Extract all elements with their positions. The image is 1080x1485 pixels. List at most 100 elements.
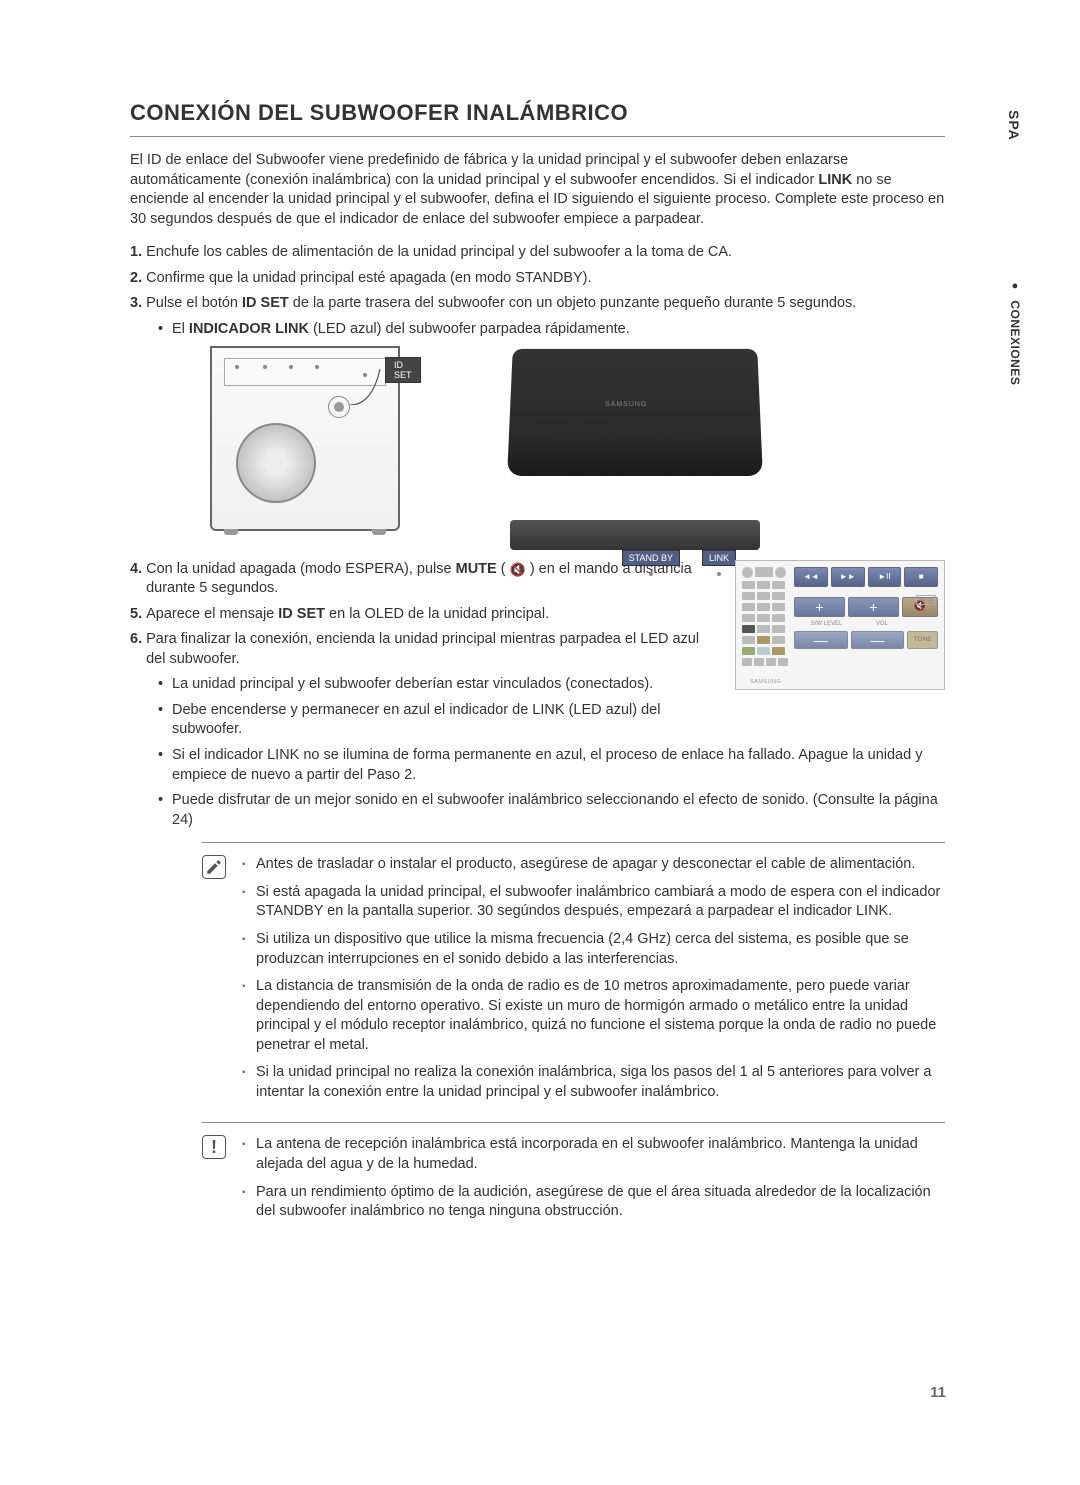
- note1-2: Si está apagada la unidad principal, el …: [242, 883, 945, 922]
- remote-vol-minus: —: [851, 631, 905, 649]
- step3-p2: de la parte trasera del subwoofer con un…: [289, 295, 857, 311]
- s5-bold: ID SET: [278, 606, 325, 622]
- s6-sub1: La unidad principal y el subwoofer deber…: [158, 675, 705, 695]
- second-block: 4. Con la unidad apagada (modo ESPERA), …: [130, 560, 945, 747]
- diagram-row: ID SET SAMSUNG STAND BY LINK: [210, 346, 945, 546]
- notes-section: Antes de trasladar o instalar el product…: [130, 842, 945, 1229]
- idset-callout-label: ID SET: [385, 357, 421, 383]
- side-tab-section-text: CONEXIONES: [1008, 300, 1022, 385]
- remote-diagram: ◄◄ ►► ►II ■ MUTE + + 🔇 S/W LEVEL VOL: [735, 560, 945, 690]
- subwoofer-diagram: ID SET: [210, 346, 410, 546]
- step-3: 3. Pulse el botón ID SET de la parte tra…: [130, 294, 945, 314]
- step6-sublist-cont: Si el indicador LINK no se ilumina de fo…: [158, 746, 945, 830]
- side-tab-lang: SPA: [1006, 110, 1022, 141]
- step-text-2: Confirme que la unidad principal esté ap…: [146, 269, 945, 289]
- intro-paragraph: El ID de enlace del Subwoofer viene pred…: [130, 151, 945, 229]
- step3s-p1: El: [172, 321, 189, 337]
- step-text-3: Pulse el botón ID SET de la parte traser…: [146, 294, 945, 314]
- remote-vol-label: VOL: [876, 621, 888, 627]
- step-text-5: Aparece el mensaje ID SET en la OLED de …: [146, 605, 705, 625]
- note1-4: La distancia de transmisión de la onda d…: [242, 977, 945, 1055]
- note2-2: Para un rendimiento óptimo de la audició…: [242, 1183, 945, 1222]
- standby-label-box: STAND BY: [622, 548, 680, 576]
- remote-swlevel-minus: —: [794, 631, 848, 649]
- idset-button-graphic: [328, 396, 350, 418]
- step3-sublist: El INDICADOR LINK (LED azul) del subwoof…: [158, 320, 945, 340]
- step3-bold: ID SET: [242, 295, 289, 311]
- s4-bold: MUTE: [456, 561, 497, 577]
- step-num-6: 6.: [130, 630, 142, 669]
- remote-bot-row: — — TONE: [794, 631, 938, 649]
- step3-sub: El INDICADOR LINK (LED azul) del subwoof…: [158, 320, 945, 340]
- section-title: CONEXIÓN DEL SUBWOOFER INALÁMBRICO: [130, 100, 945, 126]
- note1-1: Antes de trasladar o instalar el product…: [242, 855, 945, 875]
- remote-mid-labels: S/W LEVEL VOL: [794, 621, 938, 627]
- step-4: 4. Con la unidad apagada (modo ESPERA), …: [130, 560, 705, 599]
- step-2: 2. Confirme que la unidad principal esté…: [130, 269, 945, 289]
- step-num-3: 3.: [130, 294, 142, 314]
- step-text-6: Para finalizar la conexión, encienda la …: [146, 630, 705, 669]
- caution-icon: !: [202, 1135, 226, 1159]
- steps-b-container: 4. Con la unidad apagada (modo ESPERA), …: [130, 560, 705, 747]
- step-6: 6. Para finalizar la conexión, encienda …: [130, 630, 705, 669]
- remote-left-grid: [742, 567, 788, 685]
- link-label: LINK: [702, 550, 736, 566]
- step6-sublist: La unidad principal y el subwoofer deber…: [158, 675, 705, 740]
- remote-brand: SAMSUNG: [750, 679, 781, 685]
- remote-mute-small: MUTE: [916, 595, 936, 605]
- s5-p2: en la OLED de la unidad principal.: [325, 606, 549, 622]
- standby-label: STAND BY: [622, 550, 680, 566]
- intro-bold-link: LINK: [818, 172, 852, 188]
- side-tab-section: CONEXIONES: [1008, 280, 1022, 385]
- note2-1: La antena de recepción inalámbrica está …: [242, 1135, 945, 1174]
- remote-vol-plus: +: [848, 597, 899, 617]
- note-block-1: Antes de trasladar o instalar el product…: [202, 842, 945, 1110]
- subwoofer-driver: [236, 423, 316, 503]
- page-content: CONEXIÓN DEL SUBWOOFER INALÁMBRICO El ID…: [0, 0, 1080, 1270]
- page-number: 11: [930, 1384, 946, 1401]
- exclamation-icon: !: [211, 1137, 217, 1158]
- step-num-5: 5.: [130, 605, 142, 625]
- steps-list-b: 4. Con la unidad apagada (modo ESPERA), …: [130, 560, 705, 670]
- main-unit-body: SAMSUNG: [507, 348, 763, 475]
- step3-p1: Pulse el botón: [146, 295, 242, 311]
- remote-next-btn: ►►: [831, 567, 865, 587]
- remote-tone-btn: TONE: [907, 631, 938, 649]
- remote-play-btn: ►II: [868, 567, 902, 587]
- s6-sub4: Puede disfrutar de un mejor sonido en el…: [158, 791, 945, 830]
- step-num-4: 4.: [130, 560, 142, 599]
- mute-icon: 🔇: [510, 561, 526, 579]
- pencil-icon: [202, 855, 226, 879]
- remote-swlevel-label: S/W LEVEL: [811, 621, 843, 627]
- s4-p1: Con la unidad apagada (modo ESPERA), pul…: [146, 561, 456, 577]
- remote-top-row: ◄◄ ►► ►II ■: [794, 567, 938, 587]
- s4-p2: (: [497, 561, 510, 577]
- note-list-2: La antena de recepción inalámbrica está …: [242, 1135, 945, 1229]
- callout-line: [350, 369, 390, 405]
- note1-3: Si utiliza un dispositivo que utilice la…: [242, 930, 945, 969]
- step-num-2: 2.: [130, 269, 142, 289]
- remote-stop-btn: ■: [904, 567, 938, 587]
- step-1: 1. Enchufe los cables de alimentación de…: [130, 243, 945, 263]
- note1-5: Si la unidad principal no realiza la con…: [242, 1063, 945, 1102]
- main-unit-brand: SAMSUNG: [605, 401, 647, 408]
- step3s-p2: (LED azul) del subwoofer parpadea rápida…: [309, 321, 630, 337]
- s6-sub2: Debe encenderse y permanecer en azul el …: [158, 701, 705, 740]
- step3s-bold: INDICADOR LINK: [189, 321, 309, 337]
- step-5: 5. Aparece el mensaje ID SET en la OLED …: [130, 605, 705, 625]
- s6-sub3: Si el indicador LINK no se ilumina de fo…: [158, 746, 945, 785]
- remote-swlevel-plus: +: [794, 597, 845, 617]
- step-num-1: 1.: [130, 243, 142, 263]
- link-label-box: LINK: [702, 548, 736, 576]
- title-underline: [130, 136, 945, 137]
- note-list-1: Antes de trasladar o instalar el product…: [242, 855, 945, 1110]
- main-unit-front: [510, 520, 760, 550]
- steps-list-a: 1. Enchufe los cables de alimentación de…: [130, 243, 945, 314]
- remote-prev-btn: ◄◄: [794, 567, 828, 587]
- s5-p1: Aparece el mensaje: [146, 606, 278, 622]
- remote-right-panel: ◄◄ ►► ►II ■ MUTE + + 🔇 S/W LEVEL VOL: [794, 567, 938, 649]
- intro-text-1: El ID de enlace del Subwoofer viene pred…: [130, 152, 848, 188]
- main-unit-diagram: SAMSUNG STAND BY LINK: [510, 346, 760, 526]
- main-unit-labels: STAND BY LINK: [622, 548, 736, 576]
- step-text-1: Enchufe los cables de alimentación de la…: [146, 243, 945, 263]
